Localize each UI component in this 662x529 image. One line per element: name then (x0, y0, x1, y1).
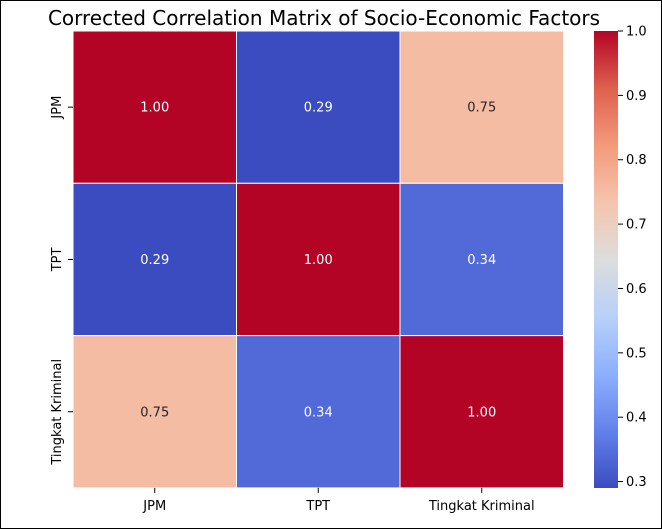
heatmap-cell (399, 182, 564, 337)
heatmap-cell (399, 30, 564, 184)
column-tick-label: JPM (142, 499, 166, 514)
column-tick-labels: JPM TPT Tingkat Kriminal (142, 487, 535, 514)
cell-value-label: 0.75 (140, 405, 169, 420)
row-tick-label: JPM (50, 96, 65, 120)
column-tick-label: Tingkat Kriminal (428, 499, 535, 514)
colorbar-tick-label: 0.6 (626, 282, 647, 297)
colorbar-tick-label: 0.3 (626, 475, 647, 490)
heatmap-cell (72, 182, 237, 337)
cell-value-label: 1.00 (467, 405, 496, 420)
heatmap-cell (236, 30, 401, 184)
cell-value-label: 0.34 (304, 405, 333, 420)
column-tick-label: TPT (305, 499, 330, 514)
row-tick-label: Tingkat Kriminal (50, 359, 65, 466)
chart-title: Corrected Correlation Matrix of Socio-Ec… (48, 6, 600, 30)
colorbar-tick-label: 0.7 (626, 218, 647, 233)
colorbar-tick-label: 0.9 (626, 89, 647, 104)
colorbar-tick-label: 1.0 (626, 25, 647, 40)
row-tick-labels: JPM TPT Tingkat Kriminal (50, 96, 73, 466)
heatmap-cells: 1.00 0.29 0.75 0.29 1.00 0.34 0.75 0.34 1.00 (72, 30, 564, 489)
cell-value-label: 0.75 (467, 101, 496, 116)
row-tick-label: TPT (50, 248, 65, 273)
colorbar-gradient (594, 31, 618, 488)
heatmap-cell (399, 335, 564, 489)
cell-value-label: 0.29 (140, 253, 169, 268)
cell-value-label: 1.00 (304, 253, 333, 268)
cell-value-label: 0.29 (304, 101, 333, 116)
colorbar-tick-label: 0.4 (626, 411, 647, 426)
cell-value-label: 0.34 (467, 253, 496, 268)
colorbar: 0.3 0.4 0.5 0.6 0.7 0.8 0.9 1.0 (594, 25, 647, 490)
cell-value-label: 1.00 (140, 101, 169, 116)
heatmap-cell (72, 30, 237, 184)
heatmap-cell (236, 182, 401, 337)
colorbar-tick-label: 0.5 (626, 346, 647, 361)
heatmap-cell (72, 335, 237, 489)
colorbar-tick-label: 0.8 (626, 153, 647, 168)
